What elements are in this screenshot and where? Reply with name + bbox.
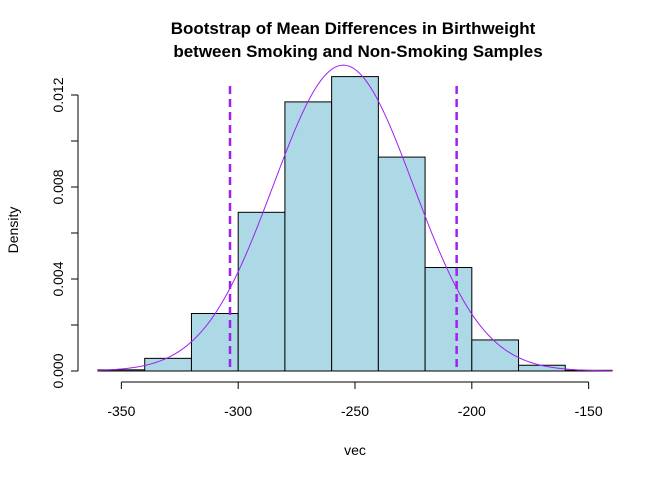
x-tick-label: -350	[107, 403, 135, 419]
histogram-bar	[144, 357, 192, 372]
histogram-bar	[284, 101, 333, 372]
normal-density-curve	[97, 64, 613, 372]
histogram-bar	[377, 156, 426, 372]
y-tick-label: 0.012	[50, 77, 66, 112]
x-tick-label: -150	[575, 403, 603, 419]
histogram-bars	[97, 76, 613, 372]
x-tick-label: -300	[224, 403, 252, 419]
y-axis-title: Density	[5, 207, 21, 254]
histogram-bar	[331, 76, 379, 372]
reference-lines	[228, 86, 458, 371]
y-tick-label: 0.000	[50, 353, 66, 388]
y-tick-label: 0.008	[50, 169, 66, 204]
x-axis-title: vec	[344, 442, 366, 458]
histogram-bar	[471, 339, 520, 372]
x-tick-label: -250	[341, 403, 369, 419]
histogram-bar	[424, 267, 473, 372]
chart-title-line-2: between Smoking and Non-Smoking Samples	[173, 42, 542, 61]
chart-title-line-1: Bootstrap of Mean Differences in Birthwe…	[171, 19, 536, 38]
y-axis: 0.000 0.004 0.008 0.012	[50, 77, 79, 389]
x-tick-label: -200	[458, 403, 486, 419]
histogram-bar	[237, 211, 286, 372]
y-tick-label: 0.004	[50, 261, 66, 296]
x-axis: -350 -300 -250 -200 -150	[107, 381, 603, 419]
